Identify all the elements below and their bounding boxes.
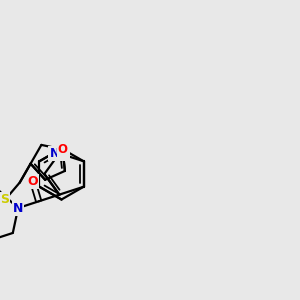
Text: S: S — [0, 194, 9, 206]
Text: N: N — [13, 202, 23, 214]
Text: NH: NH — [50, 147, 69, 160]
Text: O: O — [58, 143, 68, 156]
Text: O: O — [27, 175, 38, 188]
